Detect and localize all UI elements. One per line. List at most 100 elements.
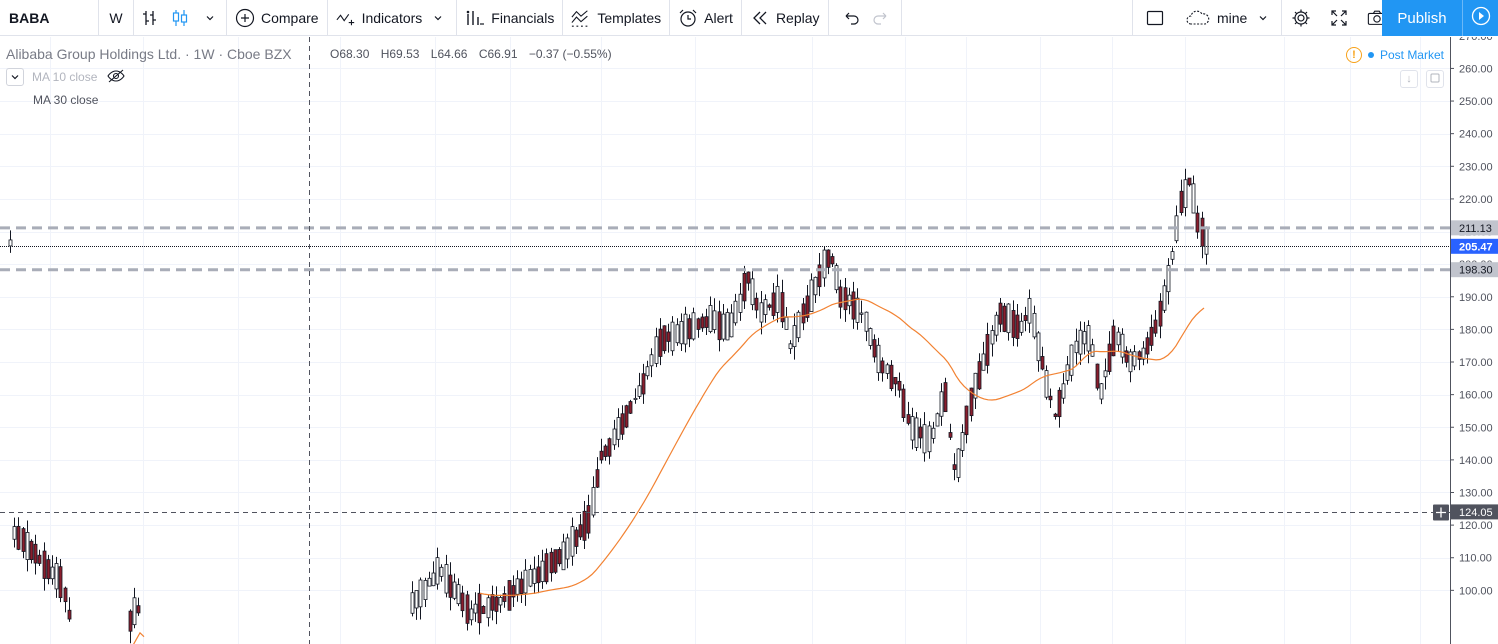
ma30-label[interactable]: MA 30 close <box>33 93 99 107</box>
ma30-line <box>479 298 1205 597</box>
candle-body <box>683 313 688 345</box>
candle-body <box>1053 413 1058 417</box>
replay-label: Replay <box>775 9 820 26</box>
candle-body <box>1149 326 1154 346</box>
candle-body <box>502 593 507 602</box>
indicators-label: Indicators <box>361 9 423 26</box>
price-tick-label: 150.00 <box>1459 422 1493 434</box>
post-market-status[interactable]: ! Post Market <box>1345 47 1444 63</box>
candle-body <box>540 560 545 582</box>
candle-body <box>1162 285 1167 311</box>
candle-body <box>662 325 667 352</box>
high-value: H69.53 <box>380 47 420 61</box>
financials-icon <box>465 8 485 28</box>
candle-body <box>666 331 671 342</box>
candle-body <box>439 566 444 577</box>
undo-button[interactable] <box>829 0 867 35</box>
divider <box>226 0 227 35</box>
candle-body <box>1128 351 1133 373</box>
candle-body <box>679 321 684 345</box>
price-chart[interactable]: 270.00260.00250.00240.00230.00220.00210.… <box>0 37 1498 644</box>
candle-body <box>885 364 890 374</box>
price-tick-label: 120.00 <box>1459 520 1493 532</box>
candle-body <box>1065 364 1070 381</box>
candle-body <box>410 592 415 614</box>
candles-style-button[interactable] <box>166 0 194 35</box>
indicators-button[interactable]: Indicators <box>328 0 457 35</box>
price-tick-label: 220.00 <box>1459 194 1493 206</box>
cloud-icon <box>1185 8 1211 28</box>
candle-body <box>128 610 133 632</box>
candle-body <box>29 540 34 561</box>
layout-dropdown[interactable]: mine <box>1177 0 1281 36</box>
ohlc-values: O68.30 H69.53 L64.66 C66.91 −0.37 (−0.55… <box>330 47 620 61</box>
chart-pane[interactable]: 270.00260.00250.00240.00230.00220.00210.… <box>0 37 1498 644</box>
fullscreen-button[interactable] <box>1320 0 1358 36</box>
candle-body <box>1011 310 1016 338</box>
candle-body <box>1200 217 1205 247</box>
eye-crossed-icon[interactable] <box>107 69 126 86</box>
scroll-to-latest-button[interactable]: ↓ <box>1400 70 1418 88</box>
candle-body <box>603 445 608 457</box>
publish-button[interactable]: Publish <box>1382 0 1462 36</box>
candle-body <box>830 256 835 265</box>
candle-body <box>1032 312 1037 338</box>
divider <box>900 0 902 35</box>
divider <box>133 0 134 35</box>
price-axis <box>1450 37 1498 644</box>
divider <box>1132 0 1133 36</box>
maximize-pane-button[interactable] <box>1426 70 1444 88</box>
candle-body <box>738 293 743 313</box>
bar-style-button[interactable] <box>134 0 166 35</box>
candle-body <box>931 427 936 439</box>
candle-body <box>1044 370 1049 398</box>
divider <box>456 0 458 35</box>
candle-body <box>977 361 982 390</box>
price-label: 198.30 <box>1459 265 1493 277</box>
compare-button[interactable]: Compare <box>227 0 327 35</box>
redo-button[interactable] <box>867 0 901 35</box>
candle-body <box>687 318 692 340</box>
play-button[interactable] <box>1462 0 1498 36</box>
candle-body <box>1036 332 1041 362</box>
candle-body <box>1124 350 1129 363</box>
candle-body <box>570 526 575 557</box>
candle-body <box>12 526 17 540</box>
settings-button[interactable] <box>1282 0 1320 36</box>
symbol-search-button[interactable]: BABA <box>9 9 50 26</box>
play-icon <box>1471 6 1491 31</box>
interval-button[interactable]: W <box>109 9 123 26</box>
candle-body <box>633 397 638 400</box>
candle-body <box>1061 383 1066 399</box>
candle-body <box>1145 337 1150 355</box>
divider <box>562 0 564 35</box>
candle-body <box>490 594 495 611</box>
candle-body <box>42 550 47 579</box>
candle-body <box>1006 303 1011 334</box>
candle-body <box>50 566 55 580</box>
candle-body <box>981 353 986 371</box>
templates-icon <box>571 8 591 28</box>
templates-button[interactable]: Templates <box>563 0 669 35</box>
fullscreen-panel-button[interactable] <box>1133 0 1177 36</box>
candle-body <box>1095 363 1100 389</box>
alert-button[interactable]: Alert <box>670 0 741 35</box>
candle-body <box>717 311 722 341</box>
candle-body <box>641 373 646 395</box>
collapse-legend-button[interactable] <box>6 68 24 86</box>
divider <box>669 0 671 35</box>
replay-button[interactable]: Replay <box>742 0 828 35</box>
price-tick-label: 130.00 <box>1459 487 1493 499</box>
financials-button[interactable]: Financials <box>457 0 562 35</box>
chart-type-dropdown[interactable] <box>194 0 226 35</box>
candle-body <box>561 541 566 571</box>
ma10-label[interactable]: MA 10 close <box>32 70 98 84</box>
chevron-down-icon[interactable] <box>428 8 448 28</box>
price-tick-label: 230.00 <box>1459 161 1493 173</box>
candle-body <box>914 417 919 448</box>
candle-body <box>1078 329 1083 355</box>
candle-body <box>805 295 810 318</box>
indicators-icon <box>336 8 356 28</box>
low-value: L64.66 <box>430 47 468 61</box>
candle-body <box>1040 356 1045 370</box>
